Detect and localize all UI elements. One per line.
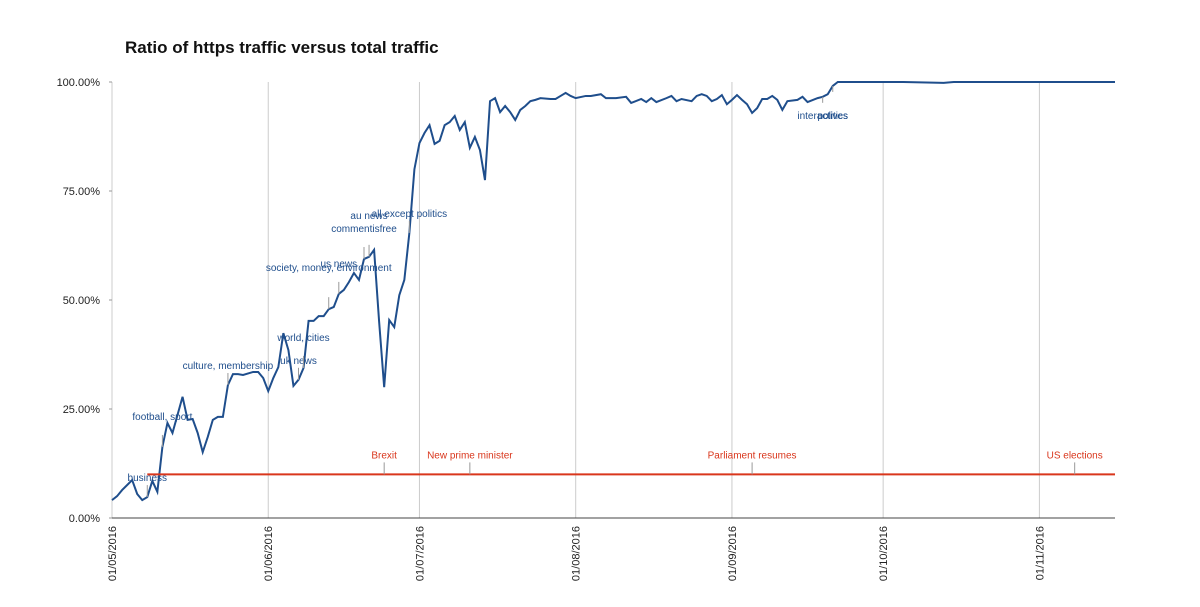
annotation-label: society, money, environment — [266, 263, 392, 274]
annotation-label: New prime minister — [427, 450, 513, 461]
y-tick-label: 0.00% — [69, 513, 100, 525]
x-tick-label: 01/10/2016 — [878, 526, 890, 581]
annotation-label: football, sport — [132, 412, 192, 423]
annotation-label: au news — [350, 211, 387, 222]
annotation-label: Parliament resumes — [708, 450, 797, 461]
x-tick-label: 01/06/2016 — [263, 526, 275, 581]
annotation-label: commentisfree — [331, 224, 397, 235]
annotation-label: uk news — [280, 356, 317, 367]
y-tick-label: 25.00% — [63, 404, 101, 416]
chart-title: Ratio of https traffic versus total traf… — [125, 38, 439, 57]
annotation-label: culture, membership — [183, 361, 274, 372]
annotation-label: interactives — [797, 111, 848, 122]
annotation-label: politics — [817, 111, 848, 122]
annotation-label: all except politics — [372, 209, 448, 220]
x-tick-label: 01/09/2016 — [727, 526, 739, 581]
x-tick-label: 01/08/2016 — [571, 526, 583, 581]
y-tick-label: 100.00% — [57, 77, 101, 89]
annotation-label: world, cities — [276, 333, 329, 344]
annotation-label: us news — [320, 259, 357, 270]
y-tick-label: 75.00% — [63, 186, 101, 198]
y-tick-label: 50.00% — [63, 295, 101, 307]
x-tick-label: 01/07/2016 — [414, 526, 426, 581]
annotation-label: US elections — [1047, 450, 1103, 461]
x-tick-label: 01/11/2016 — [1034, 526, 1046, 580]
data-line — [111, 81, 1115, 502]
x-tick-label: 01/05/2016 — [107, 526, 119, 581]
annotation-label: business — [128, 473, 167, 484]
annotation-label: Brexit — [371, 450, 397, 461]
